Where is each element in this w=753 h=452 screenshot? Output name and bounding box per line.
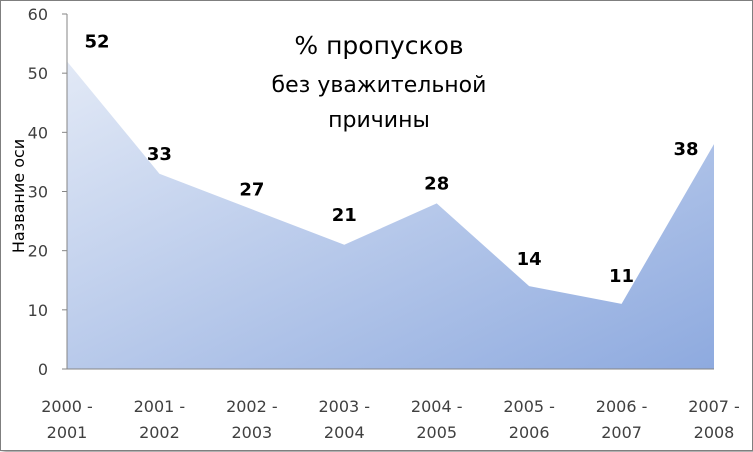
x-tick-label: 2006 -2007 xyxy=(596,397,648,442)
area-series xyxy=(67,61,714,369)
y-tick-label: 50 xyxy=(28,64,48,83)
data-label: 14 xyxy=(517,249,542,270)
y-tick-label: 0 xyxy=(38,360,48,379)
x-tick-label: 2005 -2006 xyxy=(503,397,555,442)
y-tick-label: 40 xyxy=(28,123,48,142)
x-tick-labels: 2000 -2001 2001 -2002 2002 -2003 2003 -2004… xyxy=(41,397,740,442)
axis-layer xyxy=(62,13,714,370)
y-tick-label: 30 xyxy=(28,183,48,202)
x-tick-label: 2000 -2001 xyxy=(41,397,93,442)
x-tick-label: 2004 -2005 xyxy=(411,397,463,442)
data-label: 52 xyxy=(84,31,109,52)
y-tick-label: 10 xyxy=(28,301,48,320)
chart-title-line-2: без уважительной xyxy=(272,73,487,98)
x-tick-label: 2003 -2004 xyxy=(318,397,370,442)
x-tick-label: 2002 -2003 xyxy=(226,397,278,442)
x-tick-label: 2007 -2008 xyxy=(688,397,740,442)
data-label: 33 xyxy=(147,144,172,165)
data-label: 21 xyxy=(332,205,357,226)
y-tick-label: 60 xyxy=(28,5,48,24)
chart-title-line-1: % пропусков xyxy=(294,31,463,60)
chart-title: % пропусков без уважительной причины xyxy=(272,31,487,133)
data-label: 28 xyxy=(424,173,449,194)
y-tick-label: 20 xyxy=(28,242,48,261)
data-label: 27 xyxy=(239,179,264,200)
data-label: 38 xyxy=(673,139,698,160)
y-axis-title: Название оси xyxy=(9,139,28,253)
data-labels: 52 33 27 21 28 14 11 38 xyxy=(84,31,698,287)
area-layer xyxy=(67,61,714,369)
x-tick-label: 2001 -2002 xyxy=(134,397,186,442)
data-label: 11 xyxy=(609,266,634,287)
y-tick-labels: 0 10 20 30 40 50 60 xyxy=(28,5,48,379)
chart-title-line-3: причины xyxy=(328,108,430,133)
